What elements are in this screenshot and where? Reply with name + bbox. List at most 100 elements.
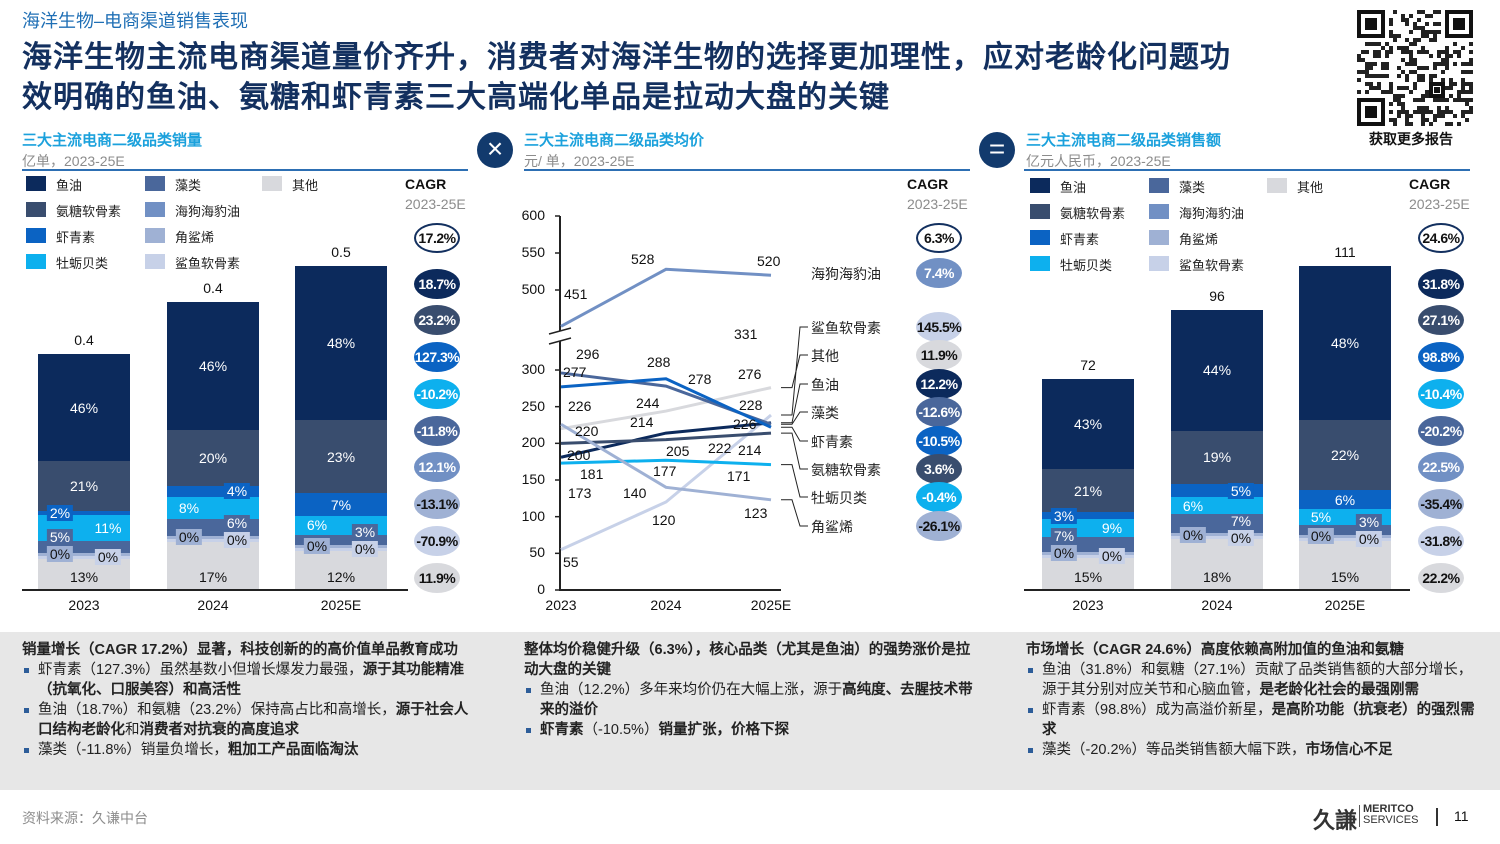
cagr-badge: 7.4% — [916, 258, 962, 288]
legend-label: 虾青素 — [56, 230, 96, 245]
y-tick-label: 500 — [521, 281, 545, 297]
bar-segment-label: 11% — [95, 520, 122, 536]
legend-swatch — [1030, 256, 1050, 271]
insight-bullet-text: 虾青素（127.3%）虽然基数小但增长爆发力最强， — [38, 662, 363, 678]
data-label: 120 — [652, 512, 676, 528]
panel-title: 三大主流电商二级品类均价 — [524, 132, 705, 149]
segment-value: 0 — [1358, 531, 1367, 548]
leader-line — [781, 411, 808, 425]
segment-value-suffix: % — [1218, 569, 1232, 585]
legend-swatch — [26, 228, 46, 243]
data-label: 177 — [653, 463, 677, 479]
data-label: 200 — [567, 447, 591, 463]
legend-label: 牡蛎贝类 — [1060, 258, 1113, 273]
insight-bullet-text: 鱼油（12.2%）多年来均价仍在大幅上涨，源于 — [540, 682, 843, 698]
segment-value: 3 — [354, 524, 363, 541]
segment-value: 7 — [330, 496, 339, 513]
segment-value-suffix: % — [214, 449, 228, 466]
legend-swatch — [26, 254, 46, 269]
segment-value-suffix: % — [314, 517, 328, 534]
insight-price: 整体均价稳健升级（6.3%），核心品类（尤其是鱼油）的强势涨价是拉动大盘的关键鱼… — [524, 640, 976, 740]
logo-en-1: MERITCO — [1363, 803, 1414, 815]
segment-value: 5 — [1230, 482, 1239, 499]
segment-value-suffix: % — [1366, 514, 1380, 531]
bar-segment-label: 0% — [46, 546, 74, 563]
y-tick-label: 600 — [521, 207, 545, 223]
bar-segment-label: 46% — [70, 400, 98, 416]
segment-value: 0 — [97, 549, 106, 566]
segment-value: 23 — [326, 448, 343, 465]
legend-label: 氨糖软骨素 — [56, 204, 122, 219]
segment-value: 7 — [1053, 528, 1062, 545]
segment-value: 11 — [94, 520, 110, 537]
bar-segment-label: 13% — [70, 569, 98, 585]
segment-value: 0 — [1101, 548, 1110, 565]
segment-value-suffix: % — [57, 529, 71, 546]
segment-value: 18 — [1202, 569, 1219, 585]
insight-heading-text: 销量增长（CAGR 17.2%）显著，科技创新的的高价值单品教育成功 — [22, 642, 458, 658]
bar-segment — [295, 266, 387, 420]
data-label: 220 — [575, 423, 599, 439]
x-tick-label: 2023 — [545, 597, 577, 613]
bar-segment — [295, 534, 387, 545]
cagr-badge: -20.2% — [1418, 416, 1464, 446]
bar-segment-label: 19% — [1203, 449, 1231, 465]
x-tick-label: 2024 — [197, 597, 229, 613]
segment-value-suffix: % — [234, 532, 248, 549]
bar-segment-label: 0% — [1355, 531, 1383, 548]
cagr-badge: 127.3% — [414, 342, 460, 372]
y-tick-label: 0 — [537, 581, 545, 597]
bar-segment — [167, 302, 259, 430]
y-tick-label: 150 — [521, 471, 545, 487]
bar-segment — [1299, 537, 1391, 541]
insight-heading: 市场增长（CAGR 24.6%）高度依赖高附加值的鱼油和氨糖 — [1026, 640, 1478, 660]
panel-divider — [22, 169, 468, 171]
bar-segment — [1171, 533, 1263, 537]
segment-value: 12 — [326, 569, 343, 585]
legend-swatch — [1267, 178, 1287, 193]
series-label: 虾青素 — [811, 434, 853, 450]
segment-value-suffix: % — [362, 524, 376, 541]
bar-segment-label: 0% — [351, 541, 379, 558]
bar-segment-label: 5% — [1307, 509, 1335, 526]
multiply-icon: × — [477, 132, 513, 168]
data-label: 288 — [647, 354, 671, 370]
segment-value-suffix: % — [1366, 531, 1380, 548]
segment-value-suffix: % — [85, 569, 99, 585]
legend-label: 鲨鱼软骨素 — [1179, 258, 1245, 273]
bar-segment-label: 6% — [307, 517, 327, 533]
bar-segment-label: 5% — [1227, 482, 1255, 499]
insight-heading: 整体均价稳健升级（6.3%），核心品类（尤其是鱼油）的强势涨价是拉动大盘的关键 — [524, 640, 976, 680]
insight-bullet-text: 源于其功能精准（抗氧化、口服美容）和高活性 — [38, 662, 465, 698]
segment-value-suffix: % — [1342, 491, 1356, 508]
section-label: 海洋生物–电商渠道销售表现 — [22, 11, 249, 31]
segment-value-suffix: % — [1218, 362, 1232, 379]
segment-value: 0 — [1310, 528, 1319, 545]
bar-total-label: 96 — [1209, 287, 1225, 304]
qr-code[interactable] — [1357, 10, 1473, 126]
y-tick-label: 250 — [521, 397, 545, 414]
legend-swatch — [145, 176, 165, 191]
cagr-badge: 12.2% — [916, 369, 962, 399]
cagr-header: CAGR — [907, 176, 949, 192]
segment-value-suffix: % — [109, 520, 122, 537]
legend-label: 藻类 — [175, 178, 202, 193]
cagr-badge: -11.8% — [414, 416, 460, 446]
data-label: 55 — [563, 554, 579, 570]
segment-value-suffix: % — [186, 529, 200, 546]
segment-value: 46 — [69, 399, 86, 416]
cagr-total-badge: 6.3% — [916, 223, 962, 253]
panel-unit: 亿元人民币，2023-25E — [1026, 153, 1171, 169]
segment-value: 48 — [1330, 334, 1347, 351]
leader-line — [781, 326, 808, 416]
bar-segment — [1042, 379, 1134, 469]
series-label: 角鲨烯 — [811, 519, 853, 535]
segment-value: 4 — [226, 483, 235, 500]
bar-segment-label: 0% — [1179, 526, 1207, 543]
bar-segment-label: 20% — [199, 450, 227, 466]
insight-bullet: 鱼油（31.8%）和氨糖（27.1%）贡献了品类销售额的大部分增长，源于其分别对… — [1026, 660, 1478, 700]
data-label: 451 — [564, 286, 588, 302]
insight-bullet: 鱼油（12.2%）多年来均价仍在大幅上涨，源于高纯度、去腥技术带来的溢价 — [524, 680, 976, 720]
segment-value: 15 — [1330, 569, 1347, 585]
segment-value: 0 — [178, 529, 187, 546]
